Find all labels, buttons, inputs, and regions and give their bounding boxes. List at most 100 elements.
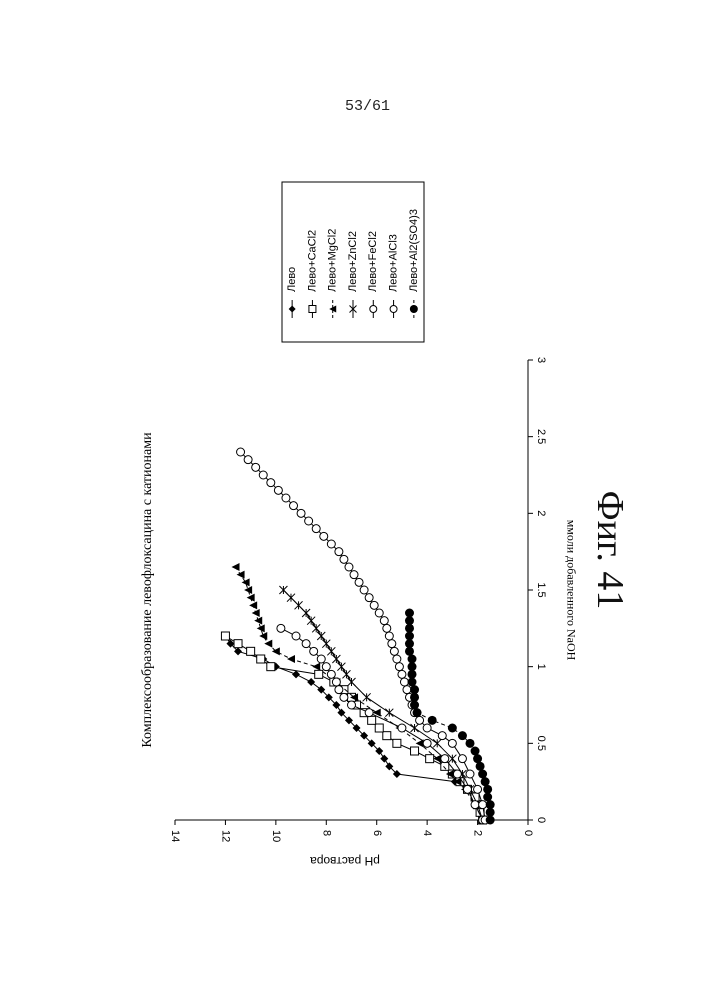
data-point [486, 800, 495, 809]
data-point [287, 594, 295, 602]
data-point [340, 555, 348, 563]
data-point [290, 502, 298, 510]
data-point [383, 732, 391, 740]
series-6 [405, 609, 495, 825]
data-point [408, 678, 417, 687]
data-point [327, 647, 335, 655]
data-point [405, 624, 414, 633]
data-point [259, 632, 267, 640]
data-point [327, 670, 335, 678]
data-point [474, 785, 482, 793]
data-point [448, 739, 456, 747]
data-point [249, 601, 257, 609]
data-point [398, 670, 406, 678]
data-point [405, 632, 414, 641]
data-point [481, 777, 490, 786]
data-point [348, 678, 356, 686]
data-point [257, 655, 265, 663]
data-point [254, 617, 262, 625]
data-point [327, 540, 335, 548]
legend-marker-5 [390, 306, 397, 313]
data-point [337, 663, 345, 671]
data-point [416, 716, 424, 724]
y-tick-label: 10 [270, 830, 282, 842]
legend-label-5: Лево+AlCl3 [387, 234, 399, 292]
data-point [410, 693, 419, 702]
data-point [388, 640, 396, 648]
data-point [279, 586, 287, 594]
data-point [375, 724, 383, 732]
data-point [355, 578, 363, 586]
data-point [471, 801, 479, 809]
data-point [264, 640, 272, 648]
data-point [315, 670, 323, 678]
data-point [267, 663, 275, 671]
data-point [448, 755, 456, 763]
data-point [310, 647, 318, 655]
data-point [277, 624, 285, 632]
data-point [307, 678, 315, 686]
data-point [335, 548, 343, 556]
data-point [332, 655, 340, 663]
data-point [320, 532, 328, 540]
series-2 [232, 563, 487, 824]
data-point [380, 755, 388, 763]
data-point [317, 632, 325, 640]
data-point [312, 624, 320, 632]
data-point [244, 586, 252, 594]
x-tick-label: 2 [535, 510, 547, 516]
data-point [365, 709, 373, 717]
chart-title: Комплексообразование левофлоксацина с ка… [140, 432, 155, 748]
data-point [408, 670, 417, 679]
data-point [317, 655, 325, 663]
data-point [393, 739, 401, 747]
x-tick-label: 1.5 [535, 582, 547, 597]
data-point [221, 632, 229, 640]
data-point [426, 755, 434, 763]
data-point [302, 609, 310, 617]
x-tick-label: 0.5 [535, 736, 547, 751]
data-point [403, 686, 411, 694]
data-point [486, 816, 495, 825]
legend-label-2: Лево+MgCl2 [327, 229, 339, 292]
data-point [274, 486, 282, 494]
data-point [411, 747, 419, 755]
data-point [405, 616, 414, 625]
data-point [486, 808, 495, 817]
y-tick-label: 12 [220, 830, 232, 842]
y-tick-label: 0 [522, 830, 534, 836]
data-point [466, 770, 474, 778]
data-point [244, 456, 252, 464]
data-point [312, 525, 320, 533]
data-point [247, 647, 255, 655]
data-point [302, 640, 310, 648]
y-tick-label: 6 [371, 830, 383, 836]
y-tick-label: 14 [169, 830, 181, 842]
data-point [423, 724, 431, 732]
data-point [476, 762, 485, 771]
data-point [408, 655, 417, 664]
data-point [411, 724, 419, 732]
data-point [441, 755, 449, 763]
data-point [483, 793, 492, 802]
data-point [373, 709, 381, 717]
data-point [483, 785, 492, 794]
data-point [463, 785, 471, 793]
data-point [237, 571, 245, 579]
data-point [350, 571, 358, 579]
data-point [473, 754, 482, 763]
data-point [410, 701, 419, 710]
data-point [368, 716, 376, 724]
data-point [380, 617, 388, 625]
legend-marker-6 [410, 305, 418, 313]
x-tick-label: 3 [535, 357, 547, 363]
x-tick-label: 0 [535, 817, 547, 823]
data-point [257, 624, 265, 632]
data-point [395, 663, 403, 671]
data-point [405, 647, 414, 656]
data-point [332, 678, 340, 686]
data-point [423, 739, 431, 747]
data-point [478, 770, 487, 779]
x-axis-label: ммоли добавленного NaOH [564, 520, 578, 661]
